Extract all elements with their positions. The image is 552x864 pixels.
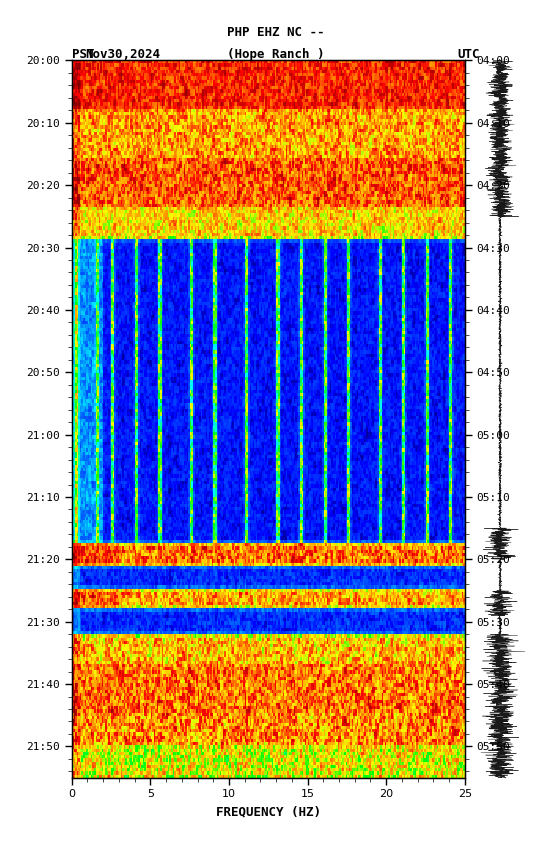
Text: UTC: UTC [458, 48, 480, 60]
Text: PST: PST [72, 48, 94, 60]
Text: Nov30,2024: Nov30,2024 [86, 48, 161, 60]
Text: (Hope Ranch ): (Hope Ranch ) [227, 48, 325, 60]
Text: PHP EHZ NC --: PHP EHZ NC -- [227, 26, 325, 39]
X-axis label: FREQUENCY (HZ): FREQUENCY (HZ) [216, 805, 321, 818]
